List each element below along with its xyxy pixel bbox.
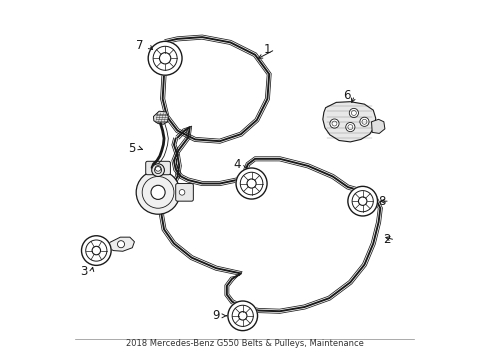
Circle shape <box>347 186 377 216</box>
Circle shape <box>359 117 368 126</box>
Text: 6: 6 <box>342 89 349 102</box>
Circle shape <box>236 168 266 199</box>
Text: 4: 4 <box>233 158 241 171</box>
Circle shape <box>238 312 246 320</box>
Circle shape <box>117 241 124 248</box>
Circle shape <box>151 164 164 176</box>
Circle shape <box>148 41 182 75</box>
Text: 7: 7 <box>136 40 143 53</box>
Polygon shape <box>371 119 384 134</box>
Text: 2: 2 <box>383 234 390 247</box>
Text: 5: 5 <box>127 142 135 155</box>
Circle shape <box>348 108 358 118</box>
Circle shape <box>329 119 338 128</box>
Circle shape <box>179 189 184 195</box>
Circle shape <box>151 185 165 199</box>
Text: 2018 Mercedes-Benz G550 Belts & Pulleys, Maintenance: 2018 Mercedes-Benz G550 Belts & Pulleys,… <box>125 338 363 348</box>
Polygon shape <box>107 237 134 251</box>
Circle shape <box>227 301 257 330</box>
Circle shape <box>159 53 170 64</box>
Text: 9: 9 <box>212 309 219 322</box>
Text: 8: 8 <box>378 195 385 208</box>
FancyBboxPatch shape <box>175 184 193 201</box>
Text: 3: 3 <box>80 265 87 278</box>
Circle shape <box>246 179 256 188</box>
FancyBboxPatch shape <box>145 161 170 175</box>
Circle shape <box>92 246 101 255</box>
Polygon shape <box>322 102 375 142</box>
Circle shape <box>358 197 366 206</box>
Circle shape <box>345 122 354 132</box>
Circle shape <box>155 166 161 171</box>
Circle shape <box>81 236 111 265</box>
Polygon shape <box>153 111 168 124</box>
Text: 1: 1 <box>263 43 270 56</box>
Circle shape <box>136 171 180 214</box>
